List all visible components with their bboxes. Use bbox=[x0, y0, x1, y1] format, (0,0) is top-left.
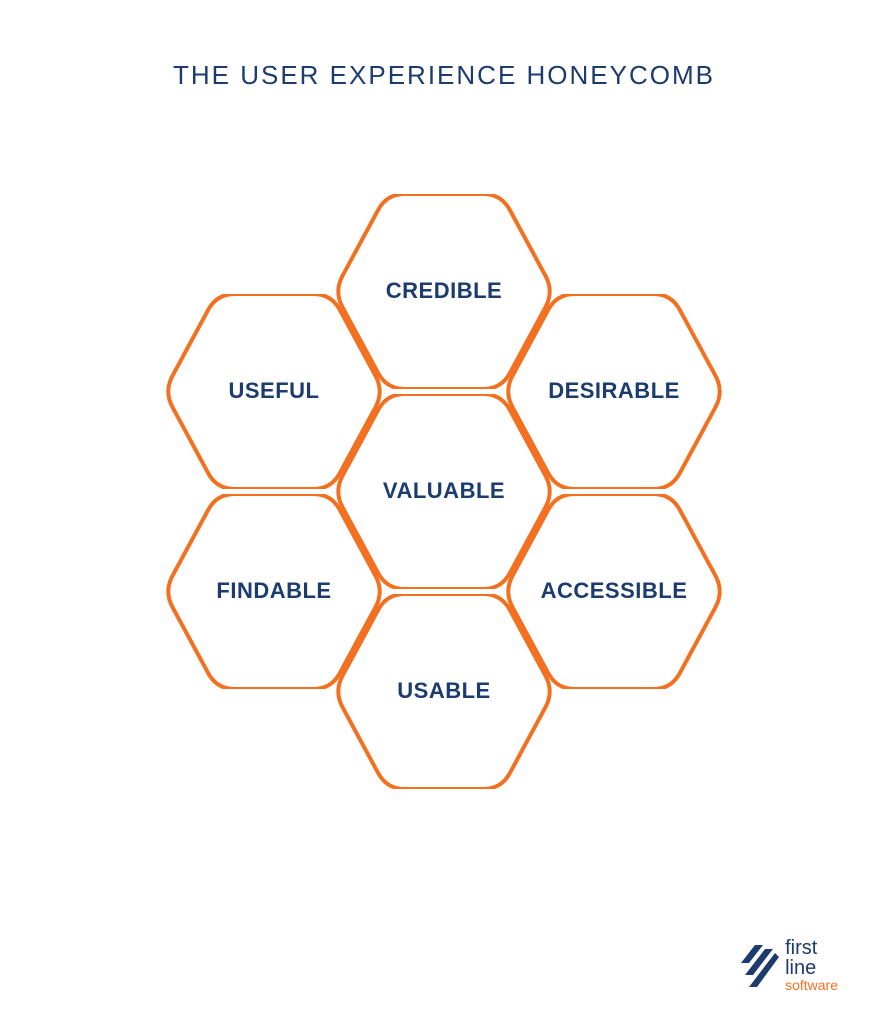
logo-mark-icon bbox=[741, 943, 779, 989]
logo-word-first: first bbox=[785, 937, 817, 959]
logo-word-line: line bbox=[785, 957, 816, 979]
hex-usable: USABLE bbox=[334, 594, 554, 789]
page-root: THE USER EXPERIENCE HONEYCOMB CREDIBLEUS… bbox=[0, 0, 888, 1024]
logo-text: first line software bbox=[785, 938, 838, 994]
logo-tagline: software bbox=[785, 977, 838, 993]
page-title: THE USER EXPERIENCE HONEYCOMB bbox=[0, 60, 888, 91]
hex-label-usable: USABLE bbox=[334, 678, 554, 704]
brand-logo: first line software bbox=[741, 938, 838, 994]
